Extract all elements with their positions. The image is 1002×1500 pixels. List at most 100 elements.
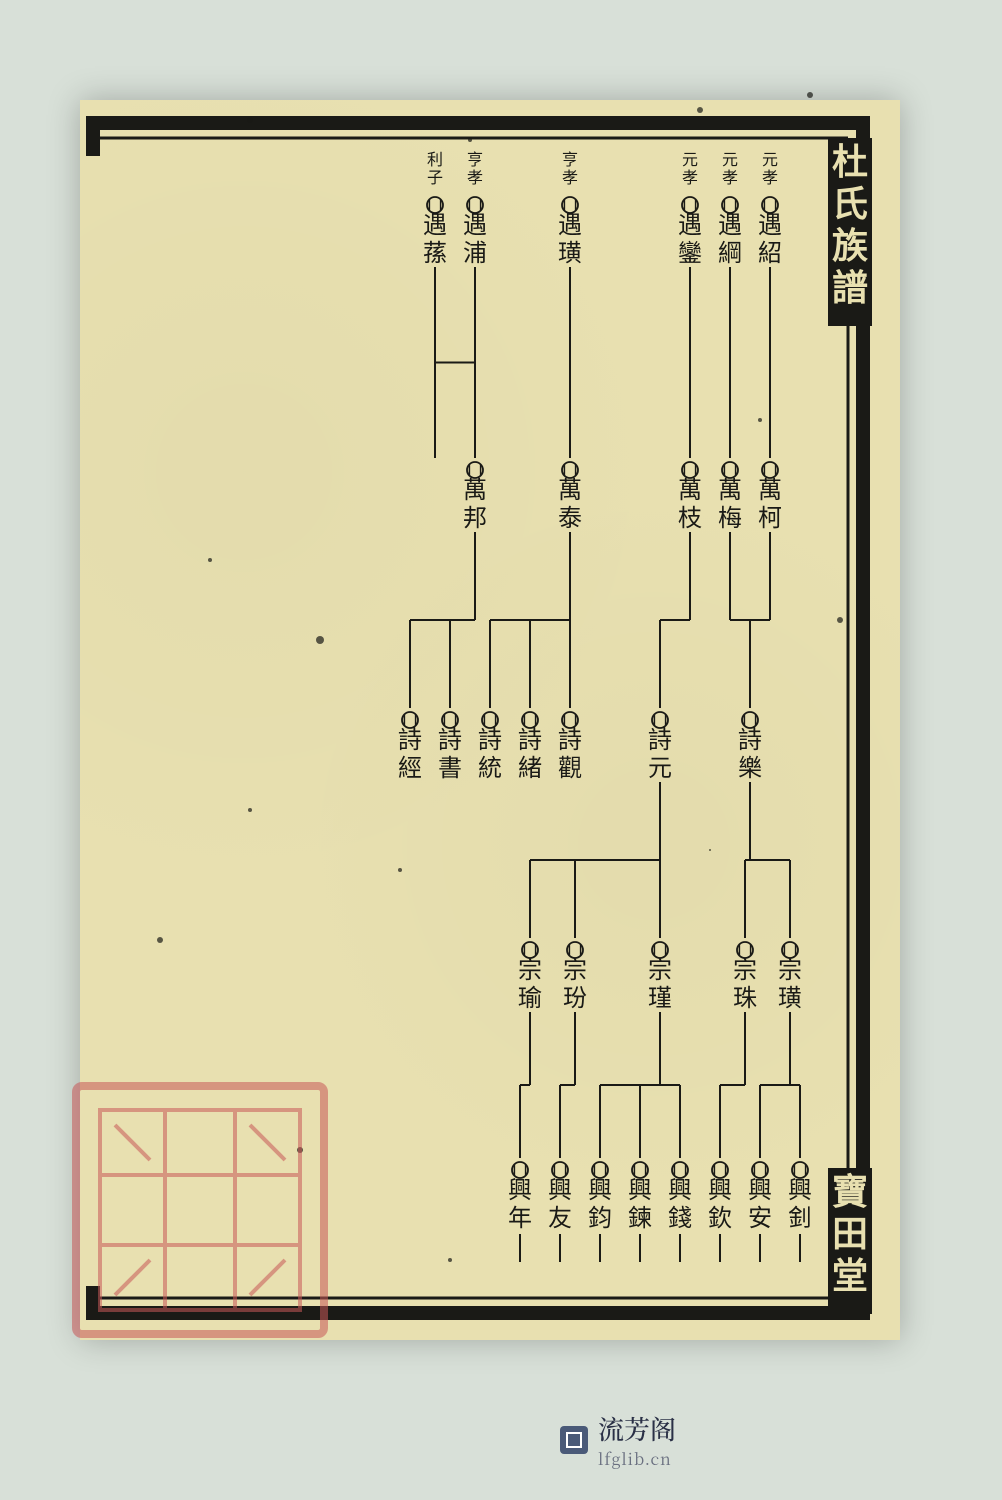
svg-text:詩: 詩 [478, 727, 502, 754]
svg-text:詩: 詩 [648, 727, 672, 754]
tree-node-gen1_3: 元孝遇鑾 [678, 152, 702, 267]
tree-node-shi7: 詩經 [398, 712, 422, 782]
tree-node-shi5: 詩統 [478, 712, 502, 782]
svg-text:統: 統 [478, 755, 502, 782]
svg-text:枝: 枝 [678, 505, 702, 532]
svg-text:堂: 堂 [832, 1256, 868, 1296]
svg-text:友: 友 [548, 1205, 572, 1232]
tree-node-xing6: 興鈞 [588, 1162, 612, 1232]
tree-node-xing4: 興錢 [668, 1162, 692, 1232]
svg-text:孝: 孝 [762, 169, 778, 187]
tree-node-shi4: 詩緒 [518, 712, 542, 782]
tree-node-wan1: 萬柯 [758, 462, 782, 532]
svg-text:萬: 萬 [463, 477, 487, 504]
svg-text:興: 興 [628, 1177, 652, 1204]
tree-node-shi1: 詩樂 [738, 712, 762, 782]
svg-text:元: 元 [648, 756, 672, 782]
svg-text:宗: 宗 [733, 957, 757, 984]
svg-text:利: 利 [427, 151, 443, 169]
svg-text:泰: 泰 [558, 505, 582, 532]
svg-text:璜: 璜 [778, 985, 802, 1012]
svg-text:欽: 欽 [708, 1205, 732, 1232]
tree-node-xing8: 興年 [508, 1162, 532, 1232]
svg-text:族: 族 [832, 226, 868, 266]
svg-text:興: 興 [748, 1177, 772, 1204]
tree-node-shi6: 詩書 [438, 712, 462, 782]
watermark: 流芳阁 lfglib.cn [560, 1410, 676, 1470]
svg-text:遇: 遇 [758, 213, 782, 239]
watermark-logo-icon [560, 1426, 588, 1454]
tree-node-zong1: 宗璜 [778, 942, 802, 1012]
tree-node-zong5: 宗瑜 [518, 942, 542, 1012]
tree-node-xing3: 興欽 [708, 1162, 732, 1232]
tree-node-gen1_1: 元孝遇紹 [758, 152, 782, 267]
svg-text:鍊: 鍊 [628, 1205, 652, 1232]
watermark-url: lfglib.cn [598, 1447, 676, 1470]
svg-text:萬: 萬 [678, 477, 702, 504]
svg-text:氏: 氏 [832, 184, 868, 224]
svg-text:遇: 遇 [423, 213, 447, 239]
svg-text:元: 元 [722, 152, 738, 169]
svg-text:宗: 宗 [648, 957, 672, 984]
tree-node-shi2: 詩元 [648, 712, 672, 782]
svg-text:興: 興 [588, 1177, 612, 1204]
svg-text:珠: 珠 [733, 985, 757, 1012]
svg-text:亨: 亨 [562, 151, 578, 169]
svg-text:鑾: 鑾 [678, 240, 702, 267]
svg-text:瑾: 瑾 [648, 985, 672, 1012]
tree-node-gen1_5: 亨孝遇浦 [463, 151, 487, 267]
tree-node-zong2: 宗珠 [733, 942, 757, 1012]
svg-text:元: 元 [682, 152, 698, 169]
tree-node-xing1: 興釗 [788, 1162, 812, 1232]
svg-text:遇: 遇 [463, 213, 487, 239]
tree-node-wan5: 萬邦 [463, 462, 487, 532]
tree-node-gen1_2: 元孝遇綱 [718, 152, 742, 267]
svg-text:釗: 釗 [788, 1205, 812, 1232]
svg-text:遇: 遇 [678, 213, 702, 239]
tree-node-zong4: 宗玢 [563, 942, 587, 1012]
tree-node-wan4: 萬泰 [558, 462, 582, 532]
svg-text:書: 書 [438, 755, 462, 782]
svg-text:孝: 孝 [722, 169, 738, 187]
svg-text:興: 興 [708, 1177, 732, 1204]
svg-text:元: 元 [762, 152, 778, 169]
svg-text:宗: 宗 [563, 957, 587, 984]
svg-text:邦: 邦 [463, 505, 487, 532]
svg-text:萬: 萬 [758, 477, 782, 504]
svg-text:經: 經 [398, 755, 422, 782]
svg-text:孝: 孝 [467, 169, 483, 187]
svg-text:萬: 萬 [718, 477, 742, 504]
svg-text:宗: 宗 [518, 957, 542, 984]
svg-text:亨: 亨 [467, 151, 483, 169]
svg-text:寶: 寶 [832, 1172, 868, 1212]
svg-text:璜: 璜 [558, 240, 582, 267]
svg-text:緒: 緒 [518, 755, 542, 782]
svg-text:興: 興 [788, 1177, 812, 1204]
tree-node-shi3: 詩觀 [558, 712, 582, 782]
svg-text:遇: 遇 [558, 213, 582, 239]
tree-node-wan2: 萬梅 [718, 462, 742, 532]
library-seal [70, 1080, 330, 1340]
svg-text:萬: 萬 [558, 477, 582, 504]
svg-text:宗: 宗 [778, 957, 802, 984]
svg-text:詩: 詩 [558, 727, 582, 754]
svg-text:詩: 詩 [398, 727, 422, 754]
svg-text:綱: 綱 [718, 240, 742, 267]
tree-node-xing5: 興鍊 [628, 1162, 652, 1232]
svg-text:詩: 詩 [438, 727, 462, 754]
svg-text:田: 田 [832, 1214, 868, 1254]
watermark-text-cn: 流芳阁 [598, 1410, 676, 1447]
svg-text:玢: 玢 [563, 985, 587, 1012]
tree-node-gen1_6: 利子遇蓀 [423, 151, 447, 267]
svg-text:樂: 樂 [738, 755, 762, 782]
svg-text:錢: 錢 [668, 1205, 692, 1232]
svg-text:年: 年 [508, 1205, 532, 1232]
svg-text:詩: 詩 [518, 727, 542, 754]
svg-text:遇: 遇 [718, 213, 742, 239]
svg-text:譜: 譜 [832, 268, 868, 308]
svg-text:安: 安 [748, 1205, 772, 1232]
svg-text:興: 興 [668, 1177, 692, 1204]
svg-text:瑜: 瑜 [518, 985, 542, 1012]
svg-text:蓀: 蓀 [423, 240, 447, 267]
svg-text:孝: 孝 [562, 169, 578, 187]
